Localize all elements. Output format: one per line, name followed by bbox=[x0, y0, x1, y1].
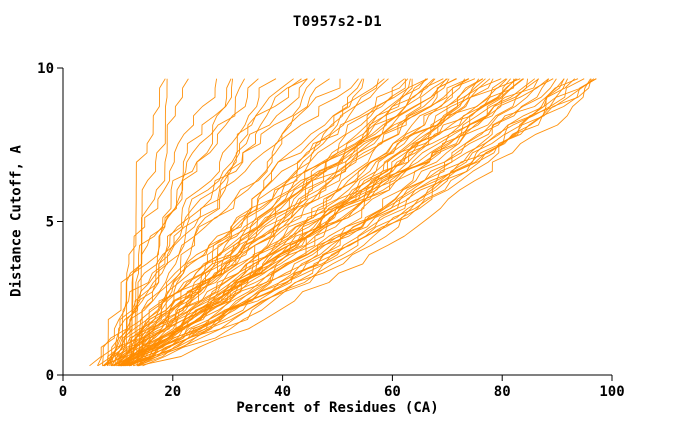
accuracy-curve bbox=[118, 78, 470, 367]
accuracy-curve bbox=[138, 78, 539, 367]
x-tick-label: 40 bbox=[274, 384, 291, 400]
accuracy-curve bbox=[106, 78, 330, 367]
accuracy-curve bbox=[117, 78, 476, 367]
accuracy-curve bbox=[89, 78, 245, 367]
accuracy-curve bbox=[128, 78, 565, 367]
accuracy-curve bbox=[118, 78, 466, 366]
accuracy-curve bbox=[129, 78, 294, 366]
accuracy-curve bbox=[122, 78, 518, 367]
x-tick-label: 0 bbox=[59, 384, 67, 400]
accuracy-curve bbox=[110, 78, 427, 366]
accuracy-curve bbox=[129, 78, 592, 367]
accuracy-curve bbox=[119, 78, 511, 367]
accuracy-curve bbox=[137, 78, 585, 367]
accuracy-curve bbox=[109, 78, 341, 366]
x-axis-label: Percent of Residues (CA) bbox=[236, 400, 439, 416]
accuracy-curve bbox=[136, 78, 565, 367]
accuracy-curve bbox=[136, 78, 597, 367]
chart-title: T0957s2-D1 bbox=[292, 14, 383, 30]
y-tick-label: 5 bbox=[46, 215, 54, 231]
accuracy-curve bbox=[107, 78, 277, 366]
accuracy-curve bbox=[113, 78, 516, 367]
accuracy-curve bbox=[114, 78, 409, 366]
y-tick-label: 0 bbox=[46, 368, 54, 384]
accuracy-curve bbox=[121, 78, 529, 367]
accuracy-curve bbox=[114, 78, 435, 367]
x-tick-label: 100 bbox=[599, 384, 624, 400]
accuracy-curve bbox=[102, 78, 302, 367]
accuracy-curve bbox=[138, 78, 576, 367]
accuracy-curve bbox=[112, 78, 507, 367]
x-tick-label: 80 bbox=[494, 384, 511, 400]
accuracy-curve bbox=[110, 78, 457, 367]
accuracy-curve bbox=[119, 78, 385, 367]
accuracy-curve bbox=[107, 78, 218, 366]
accuracy-curve bbox=[102, 78, 308, 366]
accuracy-curve bbox=[102, 78, 436, 367]
x-tick-label: 20 bbox=[164, 384, 181, 400]
accuracy-curve bbox=[138, 78, 591, 367]
accuracy-curve bbox=[128, 78, 595, 367]
y-tick-label: 10 bbox=[37, 61, 54, 77]
accuracy-curve bbox=[127, 78, 411, 366]
accuracy-curve bbox=[133, 78, 540, 367]
accuracy-curve bbox=[128, 78, 189, 367]
accuracy-curve bbox=[115, 78, 428, 367]
accuracy-curve bbox=[130, 78, 557, 367]
accuracy-curve bbox=[112, 78, 429, 367]
accuracy-curve bbox=[125, 78, 597, 367]
accuracy-curve bbox=[126, 78, 232, 366]
y-axis-label: Distance Cutoff, A bbox=[8, 145, 25, 297]
accuracy-curve bbox=[119, 78, 486, 367]
x-tick-label: 60 bbox=[384, 384, 401, 400]
accuracy-curve bbox=[118, 78, 389, 366]
accuracy-curve bbox=[138, 78, 450, 366]
